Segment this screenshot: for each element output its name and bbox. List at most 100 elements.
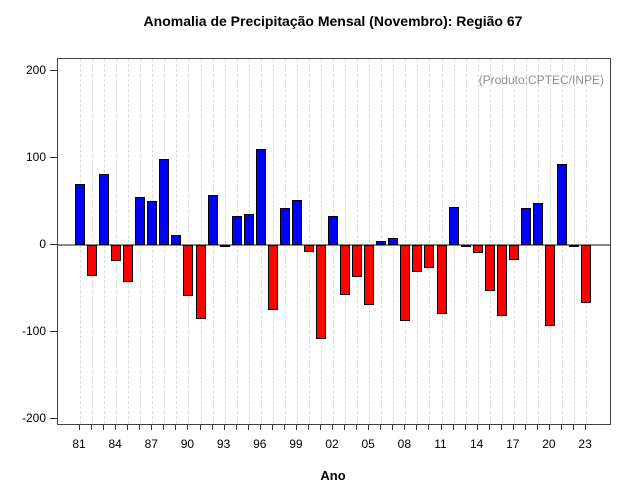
x-tick-label: 87 [144,437,158,451]
x-tick [235,425,237,430]
gridline [188,59,190,424]
bar-2022 [569,244,580,247]
x-tick [440,425,442,430]
gridline [513,59,515,424]
y-tick [50,330,57,332]
x-tick [320,425,321,430]
bar-1990 [183,244,194,297]
gridline [429,59,431,424]
x-tick [428,425,430,430]
bar-2006 [376,240,387,245]
gridline [549,59,551,424]
bar-2011 [436,244,447,315]
x-tick [307,425,309,430]
x-tick [223,425,225,430]
x-tick-label: 14 [469,437,484,451]
gridline [321,59,322,424]
bar-1993 [219,244,230,247]
x-tick [127,425,129,430]
bar-1996 [255,148,266,245]
x-tick-label: 02 [325,437,339,451]
bar-1988 [159,158,170,245]
gridline [586,59,588,424]
x-tick [512,425,514,430]
x-tick [139,425,141,430]
source-annotation: (Produto:CPTEC/INPE) [478,73,604,87]
x-tick-label: 84 [108,437,122,451]
bar-2001 [316,244,326,339]
gridline [405,59,407,424]
gridline [92,59,94,424]
bar-2018 [520,208,531,245]
bar-1982 [87,244,98,277]
bar-2005 [364,244,375,305]
bar-2019 [532,203,543,245]
bar-1984 [111,244,122,261]
bar-1989 [171,235,182,245]
bar-2023 [581,244,592,304]
bar-2004 [352,244,363,278]
x-tick [344,425,346,430]
x-tick [187,425,189,430]
bar-2017 [508,244,519,260]
y-tick-label: 100 [25,150,46,165]
x-tick [295,425,297,430]
x-tick [151,425,153,430]
gridline [116,59,118,424]
x-tick-label: 11 [434,437,447,451]
gridline [441,59,443,424]
gridline [501,59,503,424]
x-tick [91,425,93,430]
gridline [417,59,419,424]
plot-area: (Produto:CPTEC/INPE) [57,58,611,425]
x-tick [199,425,201,430]
x-tick [356,425,358,430]
x-tick [163,425,165,430]
bar-1992 [207,194,218,245]
x-tick [211,425,213,430]
x-tick-label: 93 [216,437,231,451]
gridline [357,59,359,424]
bar-2015 [484,244,495,292]
gridline [308,59,310,424]
y-tick-label: -100 [21,323,46,338]
y-tick-label: -200 [21,410,46,425]
x-tick [500,425,502,430]
x-tick-label: 08 [397,437,412,451]
bar-1991 [195,244,206,319]
x-tick [524,425,526,430]
y-tick [50,417,57,419]
y-tick [50,70,57,72]
chart-title: Anomalia de Precipitação Mensal (Novembr… [143,13,523,29]
bar-2021 [557,164,567,245]
bar-2014 [472,244,483,253]
x-tick-label: 23 [578,437,592,451]
x-tick [79,425,80,430]
x-tick [283,425,285,430]
bar-1981 [75,184,85,245]
gridline [128,59,130,424]
x-tick [175,425,177,430]
x-axis-label: Ano [320,468,346,483]
gridline [224,59,226,424]
x-tick [368,425,370,430]
bar-1994 [231,216,242,245]
x-tick [103,425,105,430]
gridline [477,59,479,424]
bar-1997 [267,244,278,311]
x-tick [115,425,117,430]
bar-2020 [544,244,555,326]
x-tick [416,425,418,430]
bar-2012 [448,206,459,245]
x-tick [488,425,490,430]
bar-1998 [279,208,290,245]
x-tick-label: 99 [289,437,303,451]
bar-2003 [340,244,351,295]
bar-1985 [123,244,134,283]
bar-1995 [243,213,254,245]
bar-2009 [412,244,423,272]
x-tick [452,425,454,430]
x-tick [476,425,478,430]
gridline [369,59,371,424]
bar-1983 [99,173,110,245]
